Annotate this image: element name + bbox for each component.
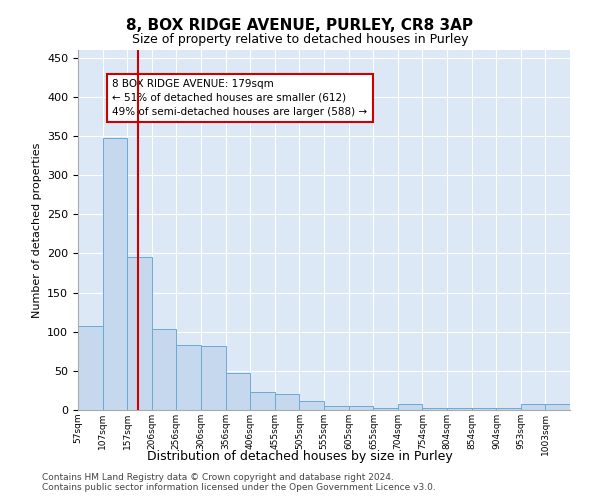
Bar [398,404,422,410]
Text: Contains HM Land Registry data © Crown copyright and database right 2024.: Contains HM Land Registry data © Crown c… [42,473,394,482]
Bar [103,138,127,410]
Bar [226,373,250,410]
Bar [78,326,103,410]
Bar [545,404,570,410]
Bar [422,408,447,410]
Bar [250,392,275,410]
Bar [472,408,496,410]
Bar [521,404,545,410]
Bar [324,406,349,410]
Bar [176,345,201,410]
Bar [447,408,472,410]
Y-axis label: Number of detached properties: Number of detached properties [32,142,41,318]
Text: Distribution of detached houses by size in Purley: Distribution of detached houses by size … [147,450,453,463]
Text: 8 BOX RIDGE AVENUE: 179sqm
← 51% of detached houses are smaller (612)
49% of sem: 8 BOX RIDGE AVENUE: 179sqm ← 51% of deta… [112,79,368,117]
Bar [127,258,152,410]
Bar [275,394,299,410]
Bar [349,406,373,410]
Bar [299,402,324,410]
Bar [496,408,521,410]
Text: 8, BOX RIDGE AVENUE, PURLEY, CR8 3AP: 8, BOX RIDGE AVENUE, PURLEY, CR8 3AP [127,18,473,32]
Text: Contains public sector information licensed under the Open Government Licence v3: Contains public sector information licen… [42,483,436,492]
Bar [201,346,226,410]
Bar [152,330,176,410]
Bar [373,408,398,410]
Text: Size of property relative to detached houses in Purley: Size of property relative to detached ho… [132,32,468,46]
